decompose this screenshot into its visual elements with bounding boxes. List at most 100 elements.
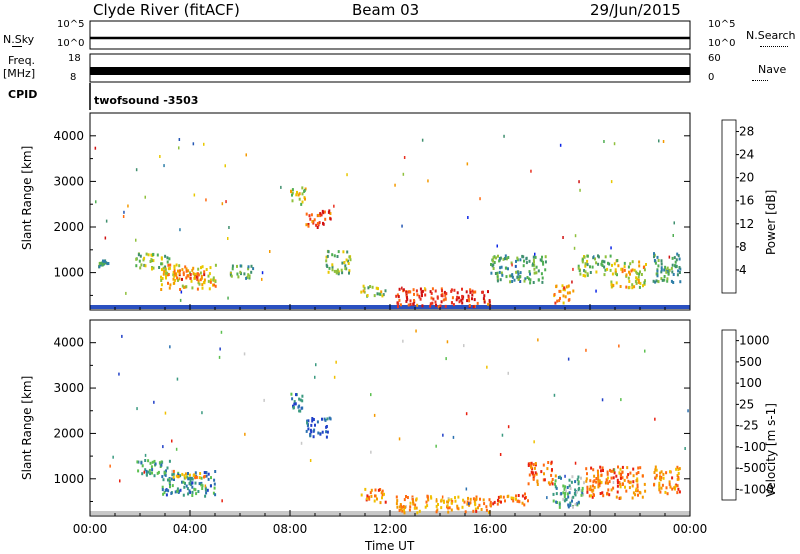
echo-cell: [621, 267, 624, 271]
echo-cell: [603, 265, 606, 269]
echo-cell: [377, 488, 380, 492]
echo-cell: [612, 476, 615, 480]
echo-cell: [368, 497, 371, 501]
sparse-echo: [314, 375, 316, 379]
echo-cell: [531, 471, 534, 475]
sparse-echo: [263, 398, 265, 402]
echo-cell: [427, 498, 430, 502]
echo-cell: [185, 269, 188, 273]
echo-cell: [402, 505, 405, 509]
echo-cell: [381, 493, 384, 497]
echo-cell: [441, 294, 444, 298]
sparse-echo: [595, 289, 597, 293]
echo-cell: [344, 267, 347, 270]
echo-cell: [527, 462, 530, 466]
sparse-echo: [204, 484, 207, 488]
echo-cell: [192, 266, 195, 270]
echo-cell: [203, 471, 206, 474]
echo-cell: [177, 269, 179, 273]
colorbar-frame: [721, 119, 737, 294]
echo-cell: [472, 509, 475, 513]
echo-cell: [485, 505, 488, 509]
echo-cell: [499, 278, 502, 282]
echo-cell: [140, 263, 143, 267]
echo-cell: [499, 266, 502, 270]
echo-cell: [487, 290, 489, 294]
echo-cell: [153, 459, 156, 463]
echo-cell: [173, 281, 176, 285]
echo-cell: [609, 268, 612, 272]
echo-cell: [614, 272, 617, 276]
echo-cell: [456, 506, 459, 510]
echo-cell: [619, 285, 622, 288]
echo-cell: [170, 477, 173, 481]
echo-cell: [168, 481, 171, 485]
echo-cell: [366, 494, 369, 498]
echo-region: [161, 470, 217, 498]
echo-cell: [182, 285, 185, 289]
echo-cell: [586, 272, 589, 276]
echo-cell: [200, 276, 203, 280]
echo-cell: [176, 276, 179, 280]
echo-cell: [589, 271, 592, 274]
echo-region: [173, 270, 206, 283]
echo-cell: [516, 275, 519, 279]
echo-cell: [642, 284, 644, 288]
echo-cell: [516, 258, 519, 262]
echo-cell: [291, 188, 294, 192]
echo-cell: [601, 264, 604, 267]
echo-cell: [475, 497, 478, 501]
echo-cell: [473, 500, 476, 503]
echo-cell: [665, 471, 668, 475]
echo-cell: [579, 272, 582, 276]
sparse-echo: [537, 338, 539, 342]
echo-cell: [167, 263, 170, 267]
echo-cell: [540, 272, 543, 276]
echo-cell: [471, 289, 474, 293]
sparse-echo: [427, 179, 429, 183]
echo-cell: [567, 505, 570, 509]
echo-cell: [327, 270, 330, 274]
echo-cell: [534, 471, 537, 475]
echo-cell: [331, 263, 334, 267]
echo-cell: [409, 299, 412, 303]
echo-cell: [677, 269, 680, 273]
echo-cell: [347, 259, 349, 263]
echo-cell: [311, 419, 314, 423]
echo-cell: [181, 268, 184, 272]
sparse-echo: [123, 210, 125, 214]
echo-cell: [608, 262, 611, 266]
echo-cell: [348, 269, 351, 273]
echo-cell: [604, 268, 607, 272]
echo-cell: [615, 281, 618, 285]
echo-cell: [490, 263, 492, 266]
echo-cell: [411, 497, 414, 501]
sparse-echo: [610, 180, 613, 184]
echo-cell: [192, 474, 195, 477]
sparse-echo: [315, 363, 317, 367]
echo-cell: [200, 266, 202, 270]
colorbar-tick-label: 20: [739, 171, 754, 185]
echo-cell: [580, 476, 582, 480]
echo-cell: [187, 492, 190, 496]
echo-cell: [674, 265, 677, 269]
sparse-echo: [468, 502, 470, 506]
echo-cell: [655, 475, 658, 479]
echo-cell: [627, 276, 630, 280]
echo-cell: [517, 278, 520, 281]
echo-cell: [403, 498, 406, 502]
echo-cell: [546, 467, 549, 471]
echo-cell: [643, 268, 646, 272]
sparse-echo: [243, 352, 246, 356]
ytick-label: 4000: [53, 336, 84, 350]
echo-cell: [517, 494, 520, 497]
xtick-label: 16:00: [473, 522, 508, 536]
station-title: Clyde River (fitACF): [93, 1, 240, 19]
echo-cell: [189, 479, 192, 483]
echo-cell: [397, 305, 399, 309]
sparse-echo: [244, 432, 246, 436]
echo-cell: [239, 270, 242, 274]
echo-cell: [156, 471, 159, 475]
echo-cell: [185, 285, 188, 289]
echo-cell: [568, 291, 571, 295]
